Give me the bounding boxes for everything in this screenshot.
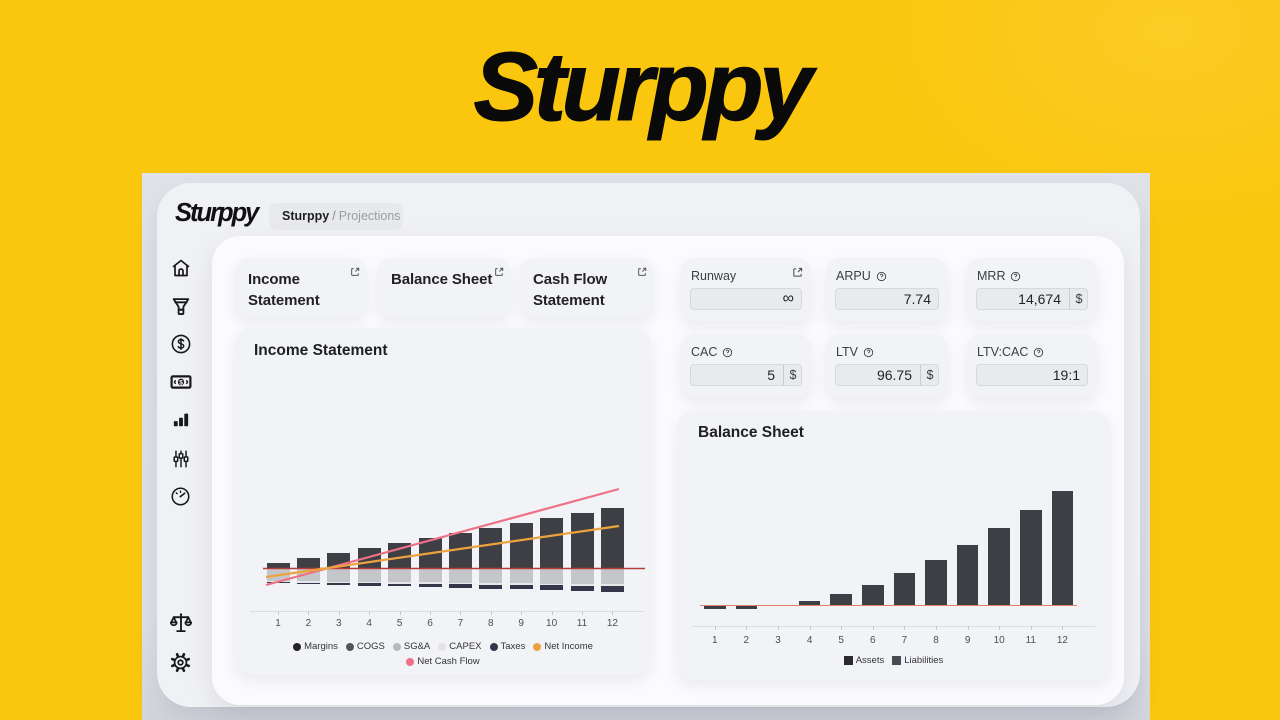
svg-text:$: $: [179, 379, 183, 386]
